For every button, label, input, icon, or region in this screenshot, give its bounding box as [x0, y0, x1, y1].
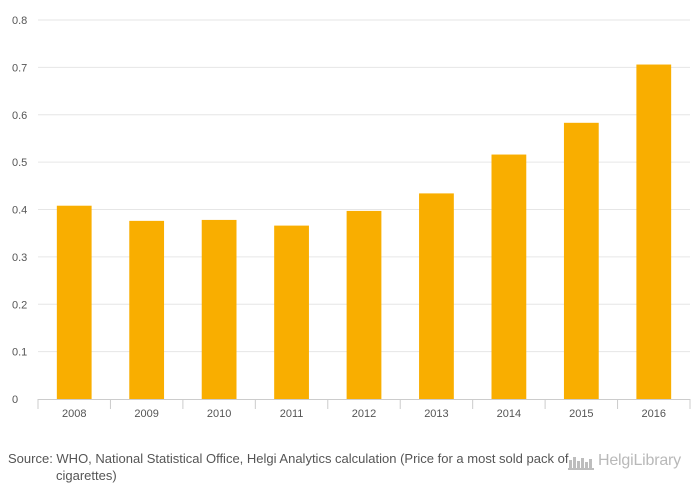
y-tick-label: 0.4: [12, 205, 27, 217]
bar-2013: [419, 193, 454, 399]
y-tick-label: 0.6: [12, 110, 27, 122]
y-tick-label: 0.8: [12, 15, 27, 27]
y-tick-label: 0.1: [12, 347, 27, 359]
x-tick-label: 2012: [352, 408, 376, 420]
x-tick-label: 2008: [62, 408, 86, 420]
bar-chart: 00.10.20.30.40.50.60.70.8 2008 2009 2010 20…: [12, 15, 691, 420]
x-tick-label: 2010: [207, 408, 231, 420]
bar-2016: [636, 64, 672, 399]
x-axis: 2008 2009 2010 2011 2012 2013 2014 2015 2016: [37, 399, 691, 420]
bar-2015: [563, 122, 599, 400]
bar-2011: [274, 225, 309, 399]
brand-name: HelgiLibrary: [598, 452, 681, 469]
bar-2012: [346, 210, 382, 399]
bar-2010: [201, 219, 237, 399]
y-tick-label: 0: [12, 394, 18, 406]
bar-2014: [491, 154, 527, 399]
source-note: Source: WHO, National Statistical Office…: [8, 451, 569, 483]
x-tick-label: 2011: [280, 408, 304, 420]
x-tick-label: 2013: [424, 408, 448, 420]
y-tick-label: 0.5: [12, 157, 27, 169]
bars: [56, 64, 672, 400]
bar-2008: [56, 205, 92, 399]
x-tick-label: 2016: [642, 408, 666, 420]
x-tick-label: 2009: [134, 408, 158, 420]
y-tick-label: 0.3: [12, 252, 27, 264]
x-tick-label: 2014: [497, 408, 521, 420]
bar-2009: [129, 220, 165, 399]
brand-logo: HelgiLibrary: [568, 451, 681, 471]
y-tick-label: 0.2: [12, 299, 27, 311]
y-tick-label: 0.7: [12, 62, 27, 74]
helgi-library-logo-icon: [568, 452, 594, 470]
x-tick-label: 2015: [569, 408, 593, 420]
y-axis-tick-labels: 0 0.1 0.2 0.3 0.4 0.5 0.6 0.7 0.8: [12, 15, 27, 406]
